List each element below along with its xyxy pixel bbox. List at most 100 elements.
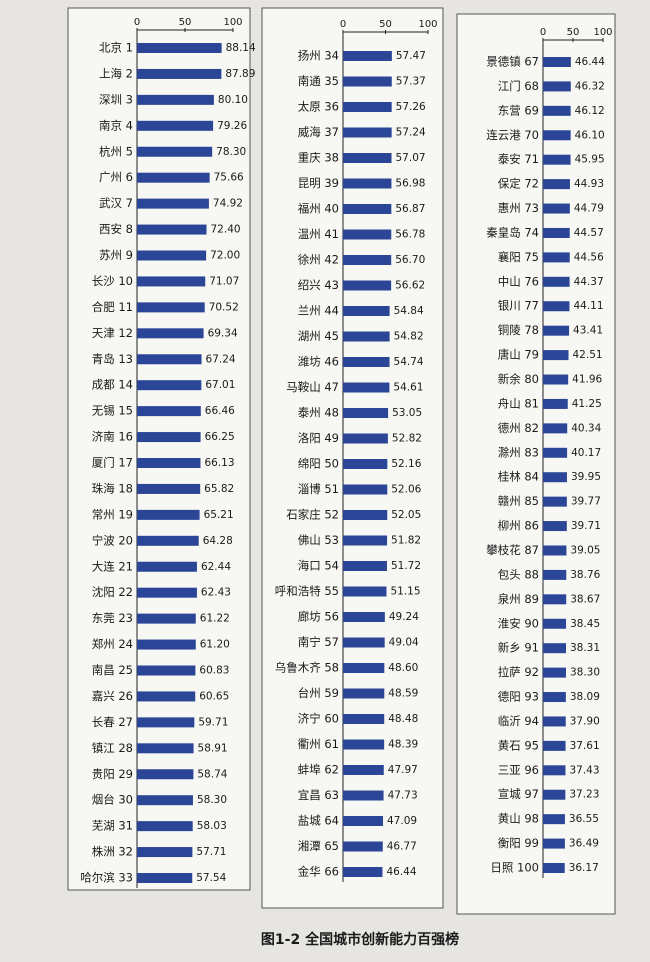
value-label: 37.90 [570,715,600,727]
category-label: 泉州 89 [498,592,539,606]
value-label: 59.71 [198,716,228,728]
bar [137,587,197,598]
value-label: 46.44 [575,56,605,68]
bar [543,81,571,92]
category-label: 银川 77 [498,299,539,313]
bar [137,691,196,702]
bar [137,94,214,105]
value-label: 67.01 [205,379,235,391]
bar [343,586,387,597]
category-label: 芜湖 31 [92,819,133,833]
value-label: 72.40 [211,224,241,236]
value-label: 46.10 [575,129,605,141]
bar [543,472,567,483]
value-label: 47.09 [387,815,417,827]
category-label: 福州 40 [298,202,339,216]
value-label: 57.24 [396,127,426,139]
bar [343,816,384,826]
category-label: 新乡 91 [498,641,539,655]
category-label: 合肥 11 [92,300,133,314]
value-label: 61.22 [200,613,230,625]
category-label: 石家庄 52 [286,508,339,522]
category-label: 贵阳 29 [92,767,133,781]
x-tick-label: 100 [223,17,242,28]
category-label: 桂林 84 [498,470,539,484]
category-label: 南宁 57 [298,635,339,649]
category-label: 郑州 24 [92,637,133,651]
value-label: 38.09 [570,691,600,703]
category-label: 临沂 94 [498,714,539,728]
bar [343,102,392,112]
value-label: 57.71 [196,846,226,858]
bar [343,612,385,622]
value-label: 66.46 [205,405,235,417]
category-label: 东营 69 [498,103,539,117]
value-label: 79.26 [217,120,247,132]
value-label: 36.17 [569,862,599,874]
value-label: 51.15 [390,586,420,598]
bar [137,458,201,468]
value-label: 38.76 [570,569,600,581]
x-tick-label: 50 [379,19,392,30]
bar [343,459,388,469]
category-label: 湖州 45 [298,329,339,343]
value-label: 40.17 [571,447,601,459]
bar [137,795,193,806]
value-label: 88.14 [226,42,256,54]
category-label: 三亚 96 [498,763,539,777]
category-label: 长春 27 [92,715,133,729]
bar [343,433,388,444]
bar [543,276,570,287]
category-label: 淄博 51 [298,482,339,496]
category-label: 淮安 90 [498,616,539,630]
bar [137,847,193,858]
bar [543,398,568,409]
category-label: 苏州 9 [99,248,133,262]
bar [137,873,193,883]
value-label: 52.82 [392,433,422,445]
bar [343,306,390,316]
value-label: 48.59 [388,688,418,700]
value-label: 52.06 [391,484,421,496]
value-label: 56.98 [395,178,425,190]
value-label: 43.41 [573,325,603,337]
category-label: 长沙 10 [92,274,133,288]
value-label: 48.48 [388,713,418,725]
bar [543,301,570,312]
category-label: 泰州 48 [298,406,339,420]
value-label: 57.47 [396,50,426,62]
category-label: 江门 68 [498,79,539,93]
bar [543,252,570,263]
value-label: 44.79 [574,203,604,215]
category-label: 黄山 98 [498,812,539,826]
bar [137,328,204,339]
category-label: 镇江 28 [92,741,133,755]
value-label: 38.45 [570,618,600,630]
category-label: 兰州 44 [298,304,339,318]
value-label: 54.61 [393,382,423,394]
value-label: 58.91 [198,742,228,754]
category-label: 徐州 42 [298,253,339,267]
category-label: 北京 1 [99,41,133,55]
value-label: 66.13 [204,457,234,469]
category-label: 济南 16 [92,430,133,444]
bar [543,765,566,776]
bar [137,717,195,728]
value-label: 67.24 [206,353,236,365]
bar [343,739,385,750]
value-label: 39.77 [571,496,601,508]
bar [343,714,385,724]
value-label: 64.28 [203,535,233,547]
value-label: 37.61 [570,740,600,752]
value-label: 65.21 [204,509,234,521]
value-label: 44.11 [573,300,603,312]
value-label: 54.84 [394,305,424,317]
category-label: 绵阳 50 [298,457,339,471]
category-label: 马鞍山 47 [286,380,339,394]
value-label: 47.97 [388,764,418,776]
category-label: 湘潭 65 [298,839,339,853]
x-tick-label: 0 [540,27,546,38]
bar [137,665,196,676]
bar [543,203,570,214]
